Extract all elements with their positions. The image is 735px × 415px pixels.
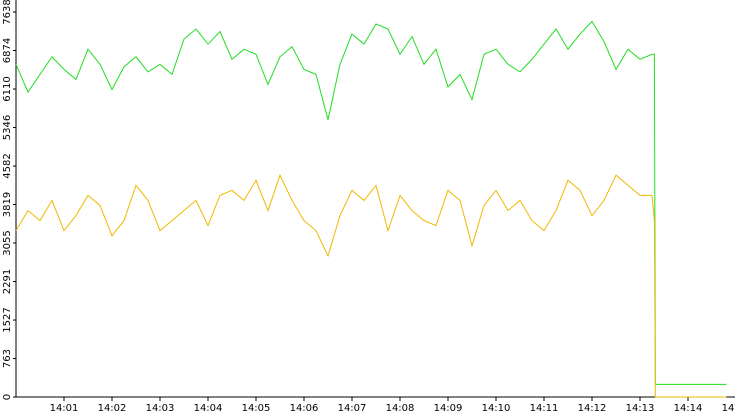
series-line (15, 20, 727, 385)
y-tick-label: 763 (2, 349, 13, 368)
x-tick-label: 14:11 (530, 403, 559, 414)
x-tick-label: 14:13 (626, 403, 655, 414)
y-tick-label: 4582 (2, 153, 13, 178)
x-tick-label: 14:02 (98, 403, 127, 414)
x-tick-label: 14:14 (674, 403, 703, 414)
x-tick-label: 14:07 (338, 403, 367, 414)
x-tick-label: 14:12 (578, 403, 607, 414)
x-tick-label: 14:04 (194, 403, 223, 414)
x-tick-label: 14:08 (386, 403, 415, 414)
y-tick-label: 3819 (2, 192, 13, 217)
y-tick-label: 5346 (2, 115, 13, 140)
x-tick-label: 14:10 (482, 403, 511, 414)
y-tick-label: 1527 (2, 307, 13, 332)
x-tick-label: 14:09 (434, 403, 463, 414)
x-tick-label: 14:15 (722, 403, 735, 414)
series-line (15, 173, 727, 398)
y-tick-label: 7638 (2, 0, 13, 25)
y-tick-label: 2291 (2, 269, 13, 294)
y-tick-label: 0 (2, 394, 13, 400)
y-tick-label: 6110 (2, 76, 13, 101)
x-tick-label: 14:03 (146, 403, 175, 414)
x-tick-label: 14:06 (290, 403, 319, 414)
x-tick-label: 14:01 (50, 403, 79, 414)
y-tick-label: 3055 (2, 230, 13, 255)
y-tick-label: 6874 (2, 38, 13, 63)
x-tick-label: 14:05 (242, 403, 271, 414)
